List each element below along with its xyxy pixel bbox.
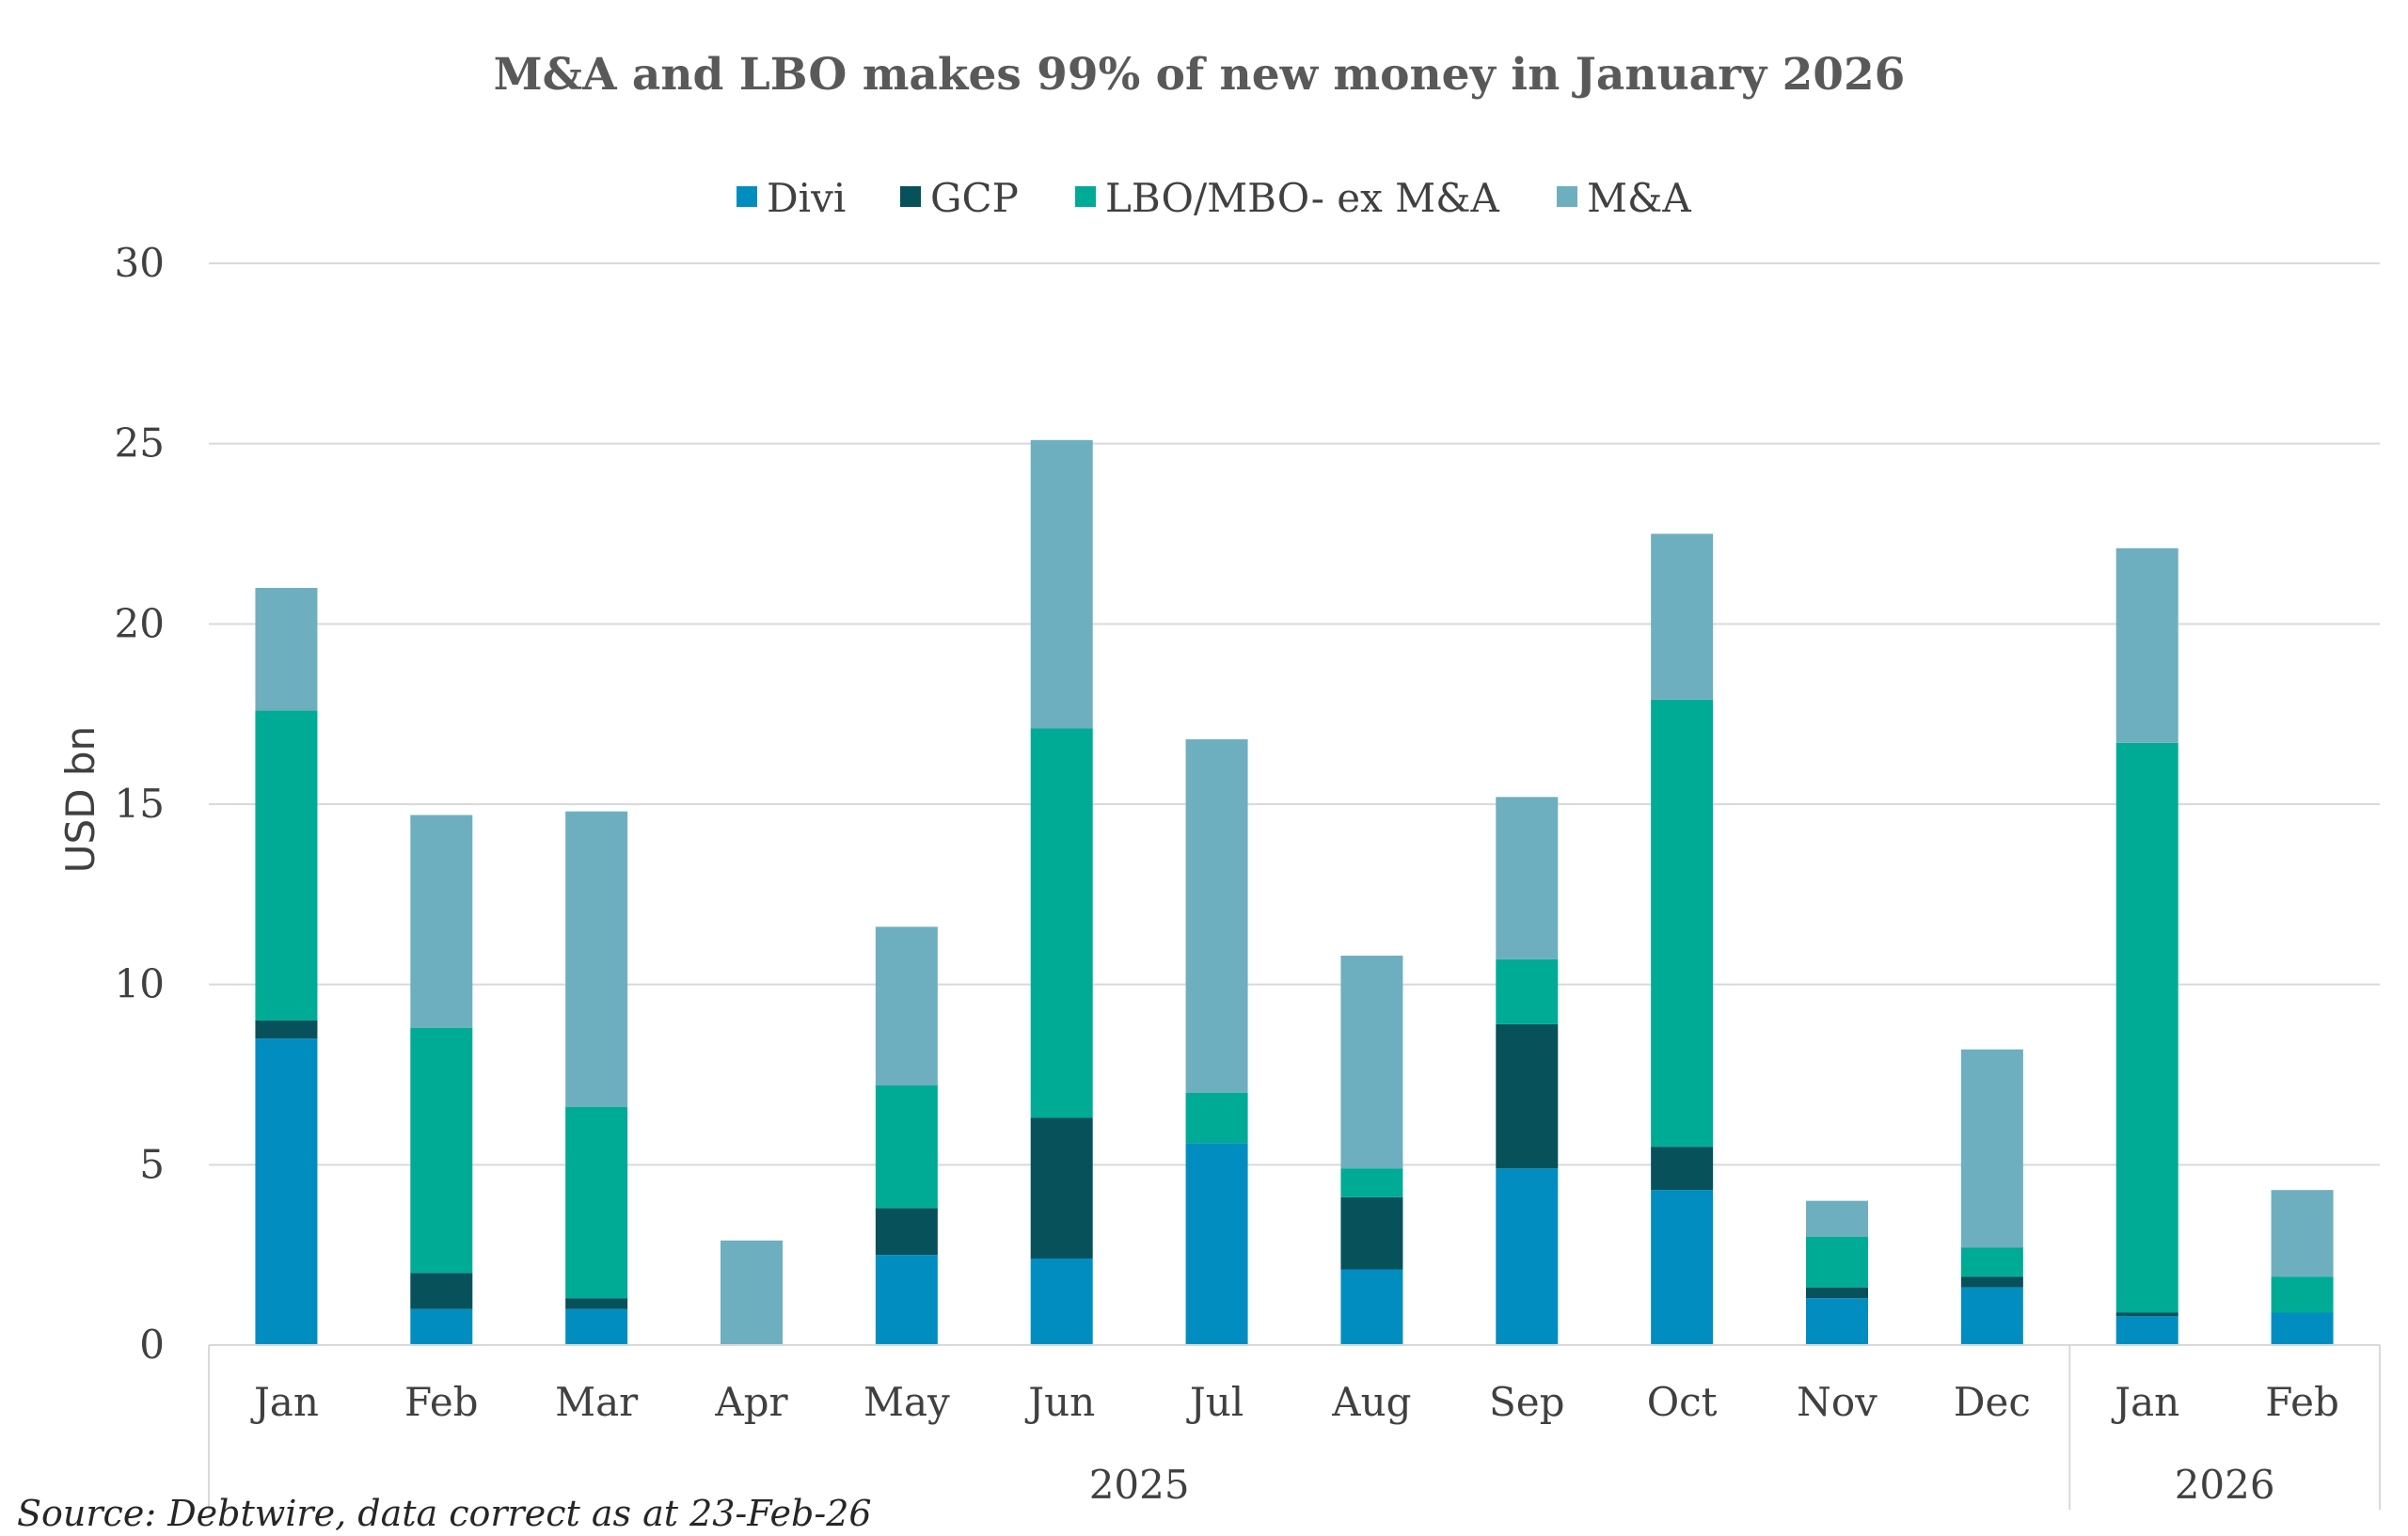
bar-segment: [565, 1107, 628, 1299]
bar-segment: [1030, 1259, 1093, 1345]
bar-segment: [1806, 1200, 1868, 1237]
bar-segment: [1340, 1196, 1403, 1270]
bar-segment: [1340, 1168, 1403, 1197]
y-tick-label: 5: [139, 1141, 165, 1187]
bar-segment: [875, 1255, 938, 1345]
bar-segment: [2271, 1276, 2334, 1313]
bar-segment: [1651, 699, 1714, 1148]
bar-segment: [1651, 533, 1714, 700]
bar-segment: [1496, 958, 1559, 1024]
x-tick-label: Mar: [555, 1379, 639, 1425]
y-axis-label: USD bn: [57, 726, 103, 873]
legend-label: LBO/MBO- ex M&A: [1105, 175, 1500, 221]
y-tick-label: 25: [115, 420, 165, 467]
chart-title: M&A and LBO makes 99% of new money in Ja…: [494, 49, 1906, 101]
x-group-label: 2025: [1089, 1462, 1190, 1508]
y-tick-label: 0: [139, 1322, 165, 1368]
x-axis: Jan Feb Mar Apr May Jun Jul Aug Sep Oct Nov Dec Jan F…: [208, 1344, 2381, 1510]
bar-segment: [565, 811, 628, 1107]
legend-swatch: [1075, 186, 1096, 207]
bar-segment: [1340, 1269, 1403, 1345]
bar-segment: [2115, 742, 2178, 1313]
bar-segment: [1806, 1298, 1868, 1345]
legend-swatch: [1557, 186, 1577, 207]
bar-segment: [410, 1027, 473, 1274]
bar-segment: [565, 1298, 628, 1309]
bar-segment: [1651, 1190, 1714, 1345]
bar-segment: [255, 1021, 318, 1039]
x-tick-label: Apr: [714, 1379, 788, 1425]
bar-segment: [2115, 1316, 2178, 1345]
bar-segment: [410, 1273, 473, 1309]
bar-segment: [875, 926, 938, 1085]
y-tick-label: 15: [115, 781, 165, 827]
bar-segment: [875, 1085, 938, 1209]
x-group-label: 2026: [2175, 1462, 2275, 1508]
x-tick-label: Oct: [1647, 1379, 1718, 1425]
y-axis-ticks: 0 5 10 15 20 25 30: [115, 240, 165, 1368]
bar-segment: [2271, 1190, 2334, 1277]
bar-segment: [1030, 1117, 1093, 1259]
bar-segment: [1496, 1168, 1559, 1345]
bar-segment: [1496, 797, 1559, 959]
bars: [255, 439, 2334, 1345]
x-tick-label: Feb: [2265, 1379, 2339, 1425]
bar-segment: [565, 1308, 628, 1345]
bar-segment: [1496, 1023, 1559, 1169]
x-tick-label: Feb: [404, 1379, 479, 1425]
x-tick-label: Dec: [1954, 1379, 2031, 1425]
x-tick-label: Aug: [1331, 1379, 1411, 1425]
bar-segment: [410, 1308, 473, 1345]
legend: Divi GCP LBO/MBO- ex M&A M&A: [737, 175, 1691, 221]
bar-segment: [1806, 1237, 1868, 1288]
bar-segment: [1960, 1049, 2023, 1248]
y-tick-label: 30: [115, 240, 165, 286]
x-tick-label: Jul: [1186, 1379, 1244, 1425]
legend-label: GCP: [930, 175, 1019, 221]
x-tick-label: Jan: [250, 1379, 319, 1425]
bar-segment: [721, 1240, 783, 1345]
y-tick-label: 10: [115, 961, 165, 1007]
legend-label: Divi: [767, 175, 846, 221]
legend-swatch: [900, 186, 921, 207]
bar-segment: [2271, 1312, 2334, 1345]
bar-segment: [1960, 1287, 2023, 1345]
bar-segment: [875, 1208, 938, 1256]
x-tick-label: Jan: [2111, 1379, 2179, 1425]
gridlines: [209, 262, 2380, 1166]
bar-segment: [1185, 1092, 1248, 1144]
bar-segment: [1960, 1276, 2023, 1288]
bar-segment: [1030, 439, 1093, 729]
bar-segment: [255, 710, 318, 1021]
bar-segment: [1651, 1147, 1714, 1191]
bar-segment: [1185, 1143, 1248, 1345]
legend-swatch: [737, 186, 757, 207]
bar-segment: [1185, 739, 1248, 1093]
bar-segment: [2115, 1312, 2178, 1317]
bar-segment: [1340, 956, 1403, 1169]
bar-segment: [1806, 1287, 1868, 1299]
bar-segment: [1030, 728, 1093, 1118]
bar-segment: [1960, 1247, 2023, 1277]
x-tick-label: Sep: [1489, 1379, 1565, 1425]
bar-segment: [255, 1038, 318, 1345]
x-tick-label: May: [863, 1379, 950, 1425]
bar-segment: [255, 588, 318, 711]
legend-label: M&A: [1587, 175, 1691, 221]
y-tick-label: 20: [115, 600, 165, 646]
bar-segment: [410, 815, 473, 1028]
bar-segment: [2115, 547, 2178, 743]
x-tick-label: Nov: [1797, 1379, 1877, 1425]
source-note: Source: Debtwire, data correct as at 23-…: [17, 1493, 872, 1534]
x-tick-label: Jun: [1024, 1379, 1095, 1425]
